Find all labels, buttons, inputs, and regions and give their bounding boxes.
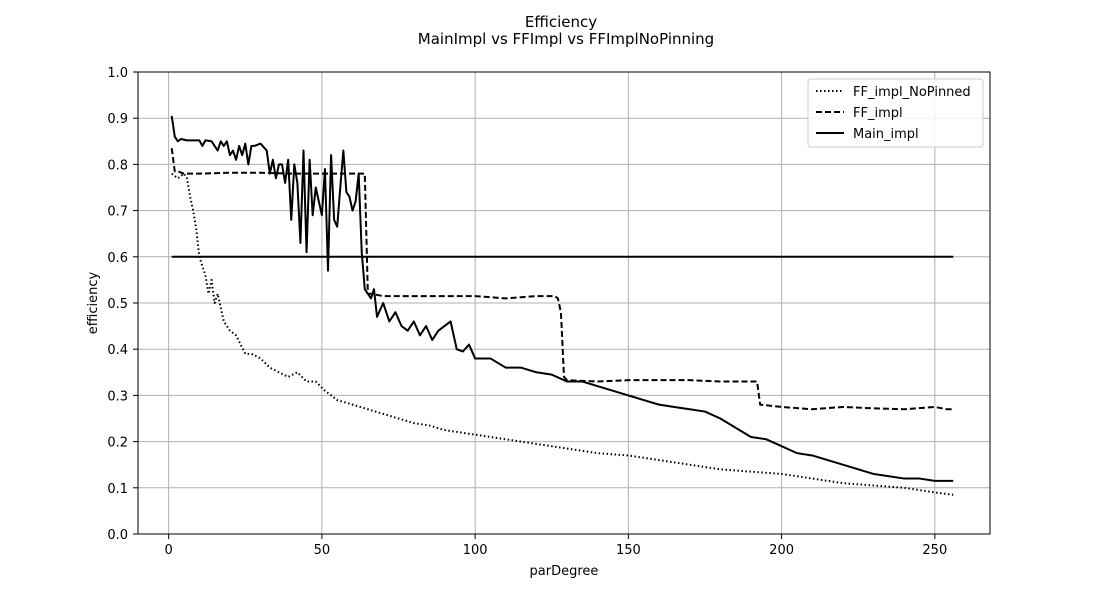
chart-title: Efficiency: [525, 13, 597, 31]
y-tick-label: 0.9: [107, 112, 128, 127]
y-tick-label: 1.0: [107, 66, 128, 81]
legend-label: FF_impl: [853, 106, 903, 121]
x-tick-label: 200: [769, 543, 794, 558]
legend-box: [807, 78, 984, 148]
series-line-main-impl: [170, 115, 954, 482]
y-tick-label: 0.1: [107, 482, 128, 497]
x-tick-label: 100: [463, 543, 488, 558]
y-tick-label: 0.4: [107, 343, 128, 358]
x-tick-label: 50: [314, 543, 331, 558]
legend-label: Main_impl: [853, 127, 919, 142]
y-tick-label: 0.5: [107, 297, 128, 312]
y-tick-label: 0.2: [107, 436, 128, 451]
y-tick-label: 0.3: [107, 389, 128, 404]
legend: FF_impl_NoPinned FF_impl Main_impl: [807, 78, 984, 148]
y-tick-label: 0.7: [107, 205, 128, 220]
axes: 0 50 100 150 200 250 0.0 0.1 0.2 0.3 0.4 0.5 0.6 0.7 0…: [107, 66, 991, 558]
y-tick-label: 0.0: [107, 528, 128, 543]
series-line-ff-impl-nopinned: [171, 172, 954, 496]
y-axis-label: efficiency: [86, 271, 101, 334]
y-tick-label: 0.8: [107, 158, 128, 173]
x-tick-label: 0: [165, 543, 173, 558]
x-tick-label: 150: [616, 543, 641, 558]
y-tick-label: 0.6: [107, 251, 128, 266]
legend-label: FF_impl_NoPinned: [853, 85, 971, 100]
chart-subtitle: MainImpl vs FFImpl vs FFImplNoPinning: [418, 30, 714, 48]
x-axis-label: parDegree: [530, 564, 599, 579]
series-group: [170, 115, 954, 496]
x-tick-label: 250: [922, 543, 947, 558]
